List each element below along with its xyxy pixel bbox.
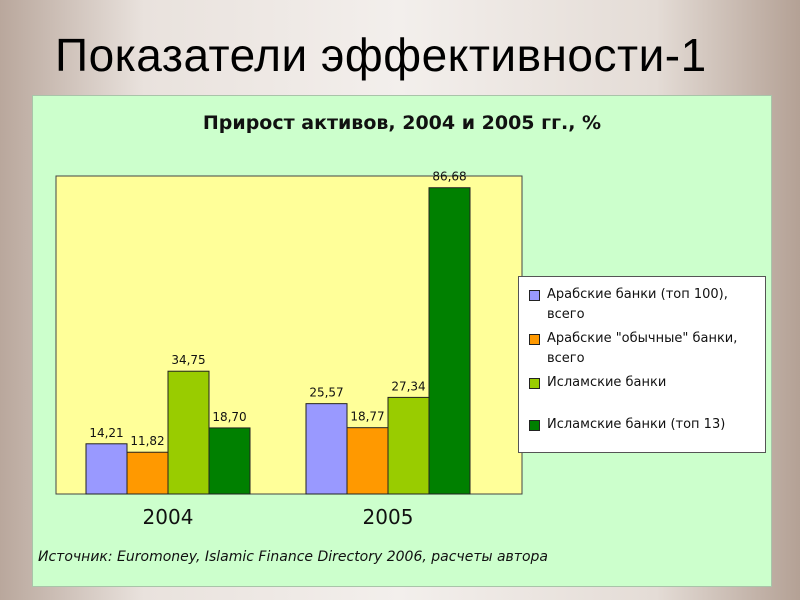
legend-label-arab-top100: Арабские банки (топ 100), всего — [547, 287, 728, 322]
bar-2005-series-0 — [305, 403, 348, 495]
data-labels-layer: 14,21 11,82 34,75 18,70 25,57 18,77 27,34 86,68 — [89, 170, 466, 449]
bars-layer — [85, 187, 471, 495]
legend: Арабские банки (топ 100), всего Арабские… — [518, 276, 766, 453]
bar-2004-series-1 — [126, 451, 169, 495]
legend-swatch-arab-top100 — [529, 290, 540, 301]
data-label-2004-series-2: 34,75 — [171, 353, 205, 367]
data-label-2005-series-0: 25,57 — [309, 386, 343, 400]
legend-swatch-islamic — [529, 378, 540, 389]
legend-swatch-islamic-top13 — [529, 420, 540, 431]
x-tick-labels-layer: 2004 2005 — [143, 505, 414, 529]
bar-2004-series-2 — [167, 370, 210, 495]
legend-label-islamic-top13: Исламские банки (топ 13) — [547, 417, 726, 432]
chart-panel: Прирост активов, 2004 и 2005 гг., % 14,2… — [32, 95, 772, 587]
bar-2004-series-3 — [208, 427, 251, 495]
bar-2004-series-0 — [85, 443, 128, 495]
chart-title: Прирост активов, 2004 и 2005 гг., % — [202, 112, 602, 134]
data-label-2005-series-1: 18,77 — [350, 410, 384, 424]
data-label-2004-series-3: 18,70 — [212, 410, 246, 424]
bar-2005-series-2 — [387, 396, 430, 495]
data-label-2004-series-1: 11,82 — [130, 434, 164, 448]
source-note: Источник: Euromoney, Islamic Finance Dir… — [38, 549, 548, 565]
bar-2005-series-3 — [428, 187, 471, 495]
bar-2005-series-1 — [346, 427, 389, 495]
data-label-2005-series-3: 86,68 — [432, 170, 466, 184]
x-tick-label-2005: 2005 — [363, 505, 414, 529]
legend-label-arab-conventional: Арабские "обычные" банки, всего — [547, 331, 738, 366]
slide-title: Показатели эффективности-1 — [55, 29, 707, 81]
legend-label-islamic: Исламские банки — [547, 375, 667, 390]
x-tick-label-2004: 2004 — [143, 505, 194, 529]
data-label-2004-series-0: 14,21 — [89, 426, 123, 440]
data-label-2005-series-2: 27,34 — [391, 379, 425, 393]
bar-chart: 14,21 11,82 34,75 18,70 25,57 18,77 27,34 86,68… — [55, 170, 523, 529]
legend-swatch-arab-conventional — [529, 334, 540, 345]
